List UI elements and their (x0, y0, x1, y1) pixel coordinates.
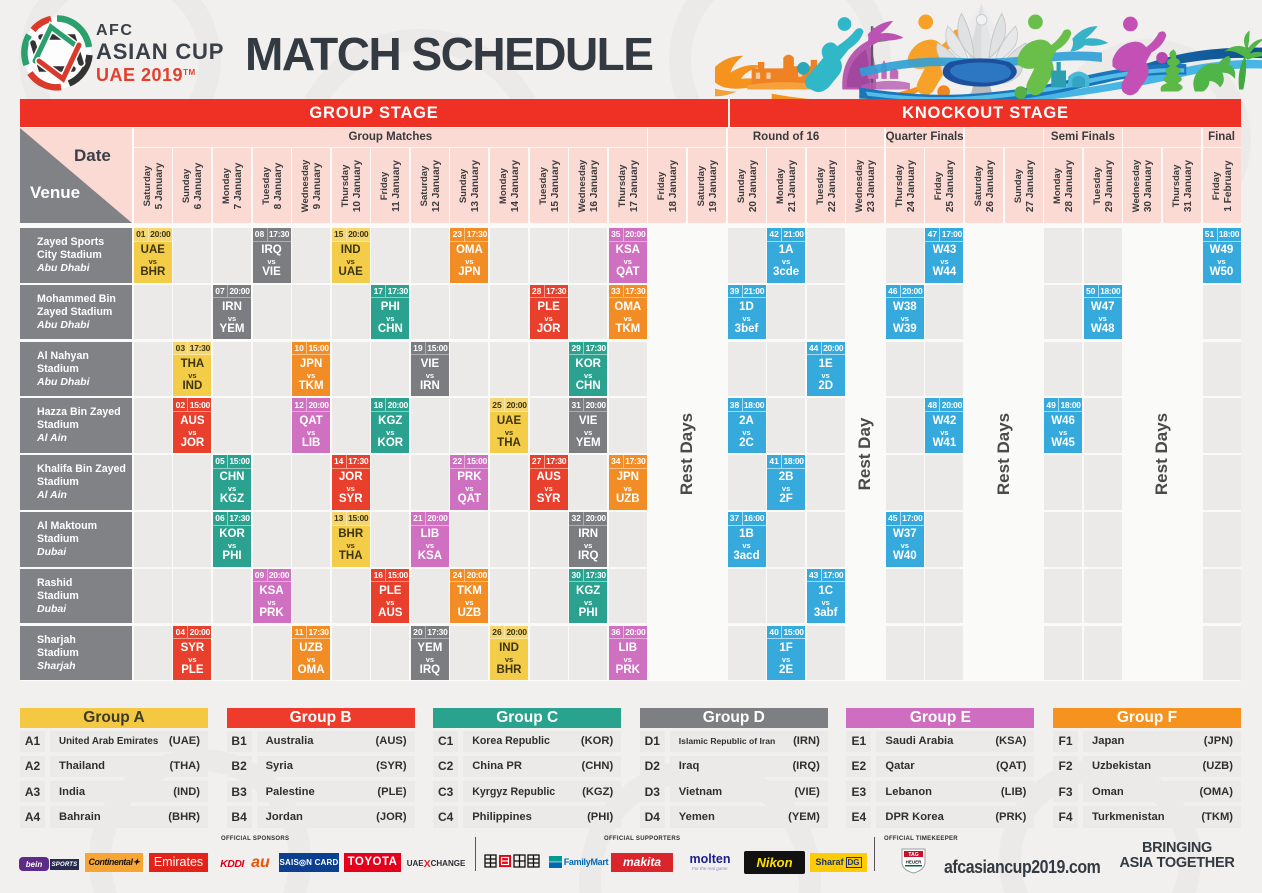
svg-text:TAG: TAG (908, 852, 918, 858)
svg-text:HEUER: HEUER (906, 860, 923, 865)
